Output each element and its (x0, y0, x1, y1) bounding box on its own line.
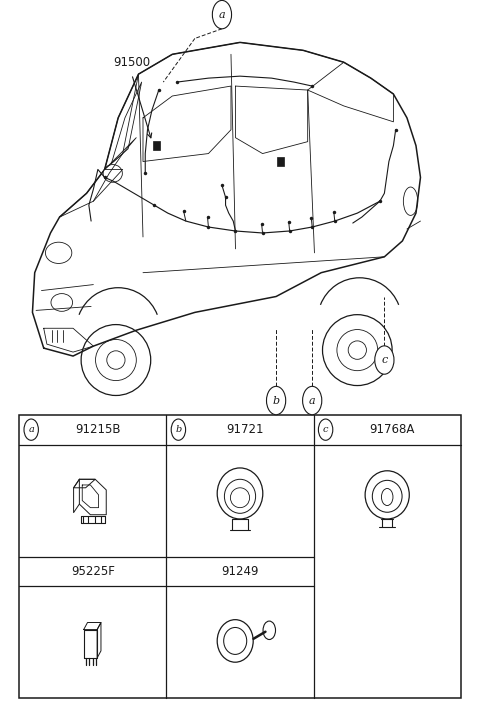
Circle shape (318, 419, 333, 440)
Text: b: b (175, 425, 181, 434)
Text: 91249: 91249 (221, 565, 259, 578)
Circle shape (171, 419, 186, 440)
Ellipse shape (103, 164, 122, 182)
Bar (277, 157, 285, 166)
Text: b: b (273, 396, 280, 406)
Bar (19, 415, 461, 698)
Text: a: a (218, 10, 225, 20)
Text: a: a (28, 425, 34, 434)
Text: 91215B: 91215B (75, 423, 120, 436)
Circle shape (375, 346, 394, 374)
Text: 91721: 91721 (226, 423, 264, 436)
Circle shape (266, 386, 286, 415)
Circle shape (302, 386, 322, 415)
Text: c: c (381, 355, 387, 365)
Bar (153, 141, 160, 150)
Circle shape (212, 1, 231, 29)
Text: 95225F: 95225F (71, 565, 115, 578)
Text: 91768A: 91768A (369, 423, 415, 436)
Text: a: a (309, 396, 315, 406)
Text: 91500: 91500 (114, 56, 151, 69)
Text: c: c (323, 425, 328, 434)
Circle shape (24, 419, 38, 440)
